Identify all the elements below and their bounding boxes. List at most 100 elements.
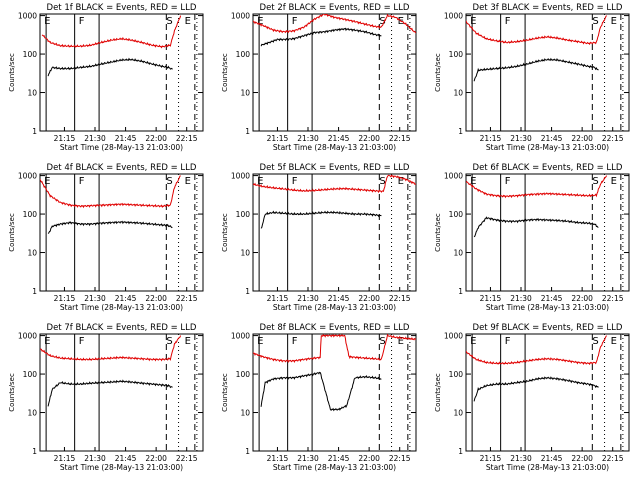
y-tick-label: 100 (23, 210, 38, 219)
detector-panel-4: Det 4f BLACK = Events, RED = LLD 1 10 100 10… (8, 163, 204, 312)
panel-title: Det 6f BLACK = Events, RED = LLD (473, 163, 623, 173)
event-marker-letter: E (398, 336, 404, 347)
panel-title: Det 3f BLACK = Events, RED = LLD (473, 3, 623, 13)
black-events-series (260, 210, 382, 229)
detector-panel-8: Det 8f BLACK = Events, RED = LLD 1 10 100 10… (221, 323, 417, 472)
x-tick-label: 22:00 (571, 294, 593, 303)
black-events-series (47, 379, 173, 407)
x-tick-label: 21:15 (267, 134, 289, 143)
event-marker-letter: E (44, 16, 50, 27)
event-marker-letter: S (166, 336, 172, 347)
y-axis-label: Counts/sec (8, 213, 16, 252)
x-tick-label: 21:30 (84, 134, 106, 143)
event-marker-letter: S (379, 16, 385, 27)
y-tick-label: 100 (449, 370, 464, 379)
detector-panel-6: Det 6f BLACK = Events, RED = LLD 1 10 100 10… (434, 163, 630, 312)
y-tick-label: 100 (236, 210, 251, 219)
x-axis-label: Start Time (28-May-13 21:03:00) (486, 463, 609, 472)
y-tick-label: 1 (458, 287, 463, 296)
x-tick-label: 21:30 (510, 134, 532, 143)
panel-title: Det 2f BLACK = Events, RED = LLD (260, 3, 410, 13)
x-tick-label: 21:45 (541, 294, 563, 303)
plot-frame (252, 333, 417, 452)
y-tick-label: 1 (245, 287, 250, 296)
event-marker-letter: E (185, 336, 191, 347)
y-axis-label: Counts/sec (434, 373, 442, 412)
y-tick-label: 100 (449, 50, 464, 59)
red-lld-series (253, 334, 416, 364)
x-tick-label: 21:30 (510, 454, 532, 463)
detector-panel-7: Det 7f BLACK = Events, RED = LLD 1 10 100 10… (8, 323, 204, 472)
x-tick-label: 22:00 (571, 134, 593, 143)
y-tick-label: 100 (23, 50, 38, 59)
event-marker-letter: S (166, 176, 172, 187)
event-marker-letter: E (470, 176, 476, 187)
y-tick-label: 1 (245, 447, 250, 456)
y-tick-label: 1000 (18, 172, 37, 181)
x-tick-label: 21:45 (328, 454, 350, 463)
panel-title: Det 1f BLACK = Events, RED = LLD (47, 3, 197, 13)
x-tick-label: 21:30 (84, 454, 106, 463)
y-axis-label: Counts/sec (434, 53, 442, 92)
x-tick-label: 22:15 (389, 454, 411, 463)
x-tick-label: 22:15 (602, 294, 624, 303)
panel-title: Det 5f BLACK = Events, RED = LLD (260, 163, 410, 173)
event-marker-letter: F (292, 16, 298, 27)
y-tick-label: 1000 (231, 172, 250, 181)
y-tick-label: 10 (453, 89, 463, 98)
event-marker-letter: F (79, 176, 85, 187)
detector-panel-2: Det 2f BLACK = Events, RED = LLD 1 10 100 10… (221, 3, 417, 152)
panel-title: Det 7f BLACK = Events, RED = LLD (47, 323, 197, 333)
event-marker-letter: F (79, 16, 85, 27)
y-tick-label: 10 (240, 89, 250, 98)
y-tick-label: 10 (453, 409, 463, 418)
x-tick-label: 22:15 (602, 454, 624, 463)
y-tick-label: 10 (27, 409, 37, 418)
y-tick-label: 1 (458, 127, 463, 136)
red-lld-series (253, 14, 416, 34)
y-tick-label: 10 (240, 409, 250, 418)
red-lld-series (466, 15, 607, 46)
y-tick-label: 1 (32, 287, 37, 296)
event-marker-letter: E (257, 336, 263, 347)
event-marker-letter: E (257, 16, 263, 27)
y-tick-label: 1 (32, 127, 37, 136)
y-tick-label: 10 (453, 249, 463, 258)
black-events-series (473, 57, 599, 82)
x-tick-label: 22:15 (389, 294, 411, 303)
y-tick-label: 1 (458, 447, 463, 456)
y-axis-label: Counts/sec (8, 53, 16, 92)
x-tick-label: 21:15 (54, 134, 76, 143)
black-events-series (260, 27, 382, 47)
x-tick-label: 21:15 (54, 454, 76, 463)
x-tick-label: 21:15 (54, 294, 76, 303)
x-tick-label: 21:15 (267, 454, 289, 463)
x-tick-label: 21:45 (115, 454, 137, 463)
event-marker-letter: F (505, 176, 511, 187)
plot-frame (39, 173, 204, 292)
event-marker-letter: E (398, 176, 404, 187)
x-tick-label: 21:15 (480, 134, 502, 143)
event-marker-letter: E (611, 176, 617, 187)
event-marker-letter: F (292, 176, 298, 187)
x-tick-label: 22:15 (602, 134, 624, 143)
plot-frame (465, 13, 630, 132)
y-tick-label: 10 (27, 89, 37, 98)
plot-frame (39, 13, 204, 132)
panel-title: Det 9f BLACK = Events, RED = LLD (473, 323, 623, 333)
event-marker-letter: E (611, 16, 617, 27)
y-tick-label: 10 (27, 249, 37, 258)
x-tick-label: 21:15 (480, 294, 502, 303)
y-tick-label: 1000 (18, 332, 37, 341)
x-tick-label: 21:30 (510, 294, 532, 303)
event-marker-letter: F (292, 336, 298, 347)
y-axis-label: Counts/sec (221, 53, 229, 92)
plot-frame (465, 333, 630, 452)
x-tick-label: 21:45 (115, 294, 137, 303)
detector-panel-3: Det 3f BLACK = Events, RED = LLD 1 10 100 10… (434, 3, 630, 152)
detector-panel-5: Det 5f BLACK = Events, RED = LLD 1 10 100 10… (221, 163, 417, 312)
y-tick-label: 1000 (444, 12, 463, 21)
y-axis-label: Counts/sec (434, 213, 442, 252)
black-events-series (473, 376, 599, 402)
red-lld-series (41, 15, 182, 49)
